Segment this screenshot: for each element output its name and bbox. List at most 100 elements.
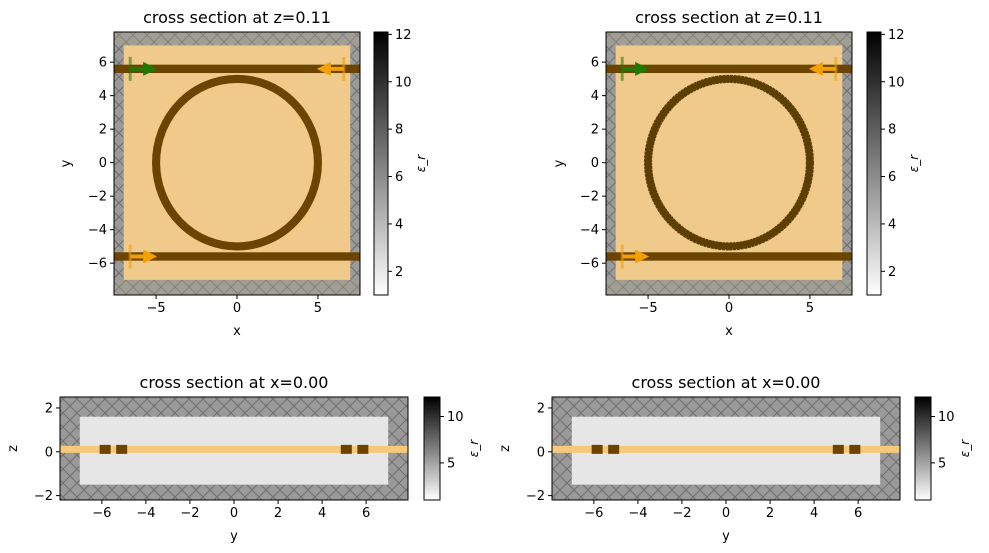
y-tick-label: 2 (45, 401, 53, 416)
colorbar-tick-label: 12 (888, 28, 905, 43)
monitor-arrow-2-head (635, 249, 650, 264)
colorbar-tick-label: 10 (447, 410, 464, 425)
source-arrow-1 (620, 56, 650, 81)
y-tick-label: −2 (526, 489, 545, 504)
monitor-arrow-2 (128, 244, 158, 269)
colorbar-label: ε_r (467, 439, 481, 457)
y-axis-label: z (498, 445, 513, 452)
slab-layer (60, 445, 408, 453)
colorbar-tick-label: 10 (395, 75, 412, 90)
x-tick-label: 6 (854, 506, 862, 521)
x-axis-label: x (725, 324, 733, 339)
y-tick-label: 4 (591, 89, 599, 104)
bus-waveguide-1 (114, 64, 360, 74)
colorbar-label: ε_r (907, 154, 921, 172)
colorbar-gradient-bar (423, 396, 441, 501)
x-tick-label: 0 (722, 506, 730, 521)
x-tick-label: 5 (314, 301, 322, 316)
x-tick-label: 2 (274, 506, 282, 521)
y-tick-label: −2 (88, 190, 107, 205)
pml-tint-top (114, 32, 360, 46)
waveguide-block-2 (116, 444, 128, 454)
colorbar-gradient-bar (866, 31, 882, 296)
monitor-arrow-1-head (316, 61, 331, 76)
monitor-arrow-1-head (808, 61, 823, 76)
colorbar-tick-label: 5 (447, 456, 455, 471)
colorbar-label: ε_r (958, 439, 972, 457)
chart-title: cross section at x=0.00 (140, 373, 329, 392)
x-tick-label: −4 (136, 506, 155, 521)
y-tick-label: −6 (88, 257, 107, 272)
x-tick-label: −2 (672, 506, 691, 521)
x-tick-label: 0 (230, 506, 238, 521)
monitor-arrow-1 (808, 56, 838, 81)
y-tick-label: 2 (537, 401, 545, 416)
x-tick-label: −2 (180, 506, 199, 521)
bus-waveguide-2 (114, 252, 360, 261)
colorbar-tick-label: 8 (888, 123, 896, 138)
pml-tint-top (606, 32, 852, 46)
ring-core (644, 75, 814, 250)
colorbar-tick-label: 2 (395, 265, 403, 280)
plot-area (606, 32, 852, 295)
subplot-3: −6 −4 −2 0 2 4 6 −2 0 2 cross section at x=0.00 y z 5… (6, 373, 481, 544)
colorbar-tick-label: 6 (395, 170, 403, 185)
y-tick-label: −6 (580, 257, 599, 272)
plot-area (60, 397, 408, 500)
y-tick-label: 0 (591, 156, 599, 171)
y-tick-label: 2 (99, 123, 107, 138)
colorbar-label: ε_r (414, 154, 428, 172)
y-tick-label: 0 (537, 445, 545, 460)
subplot-2: −5 0 5 −6 −4 −2 0 2 4 6 cross section at z=0.11 x y 2… (552, 8, 921, 339)
chart-title: cross section at x=0.00 (632, 373, 821, 392)
colorbar: 5 10ε_r (423, 396, 481, 501)
y-axis-label: y (552, 159, 567, 167)
x-tick-label: −6 (92, 506, 111, 521)
waveguide-block-1 (591, 444, 603, 454)
x-tick-label: 2 (766, 506, 774, 521)
bus-waveguide-1 (606, 64, 852, 74)
x-axis-label: y (230, 529, 238, 544)
x-tick-label: −5 (146, 301, 165, 316)
y-tick-label: 6 (591, 56, 599, 71)
y-tick-label: −4 (580, 223, 599, 238)
subplot-1: −5 0 5 −6 −4 −2 0 2 4 6 cross section at z=0.11 x y 2… (59, 8, 428, 339)
y-tick-label: 0 (99, 156, 107, 171)
colorbar-tick-label: 4 (395, 217, 403, 232)
waveguide-block-4 (849, 444, 861, 454)
plot-area (552, 397, 900, 500)
y-tick-label: 4 (99, 89, 107, 104)
source-arrow-1 (128, 56, 158, 81)
colorbar-tick-label: 12 (395, 28, 412, 43)
waveguide-block-4 (357, 444, 369, 454)
ring-resonator (644, 74, 814, 251)
subplot-4: −6 −4 −2 0 2 4 6 −2 0 2 cross section at x=0.00 y z 5… (498, 373, 972, 544)
colorbar-tick-label: 4 (888, 217, 896, 232)
x-tick-label: 4 (318, 506, 326, 521)
colorbar-tick-label: 6 (888, 170, 896, 185)
source-arrow-1-head (635, 61, 650, 76)
source-arrow-1-head (143, 61, 158, 76)
waveguide-block-2 (608, 444, 620, 454)
colorbar-tick-label: 8 (395, 123, 403, 138)
y-axis-label: z (6, 445, 21, 452)
x-tick-label: 0 (233, 301, 241, 316)
x-tick-label: −4 (628, 506, 647, 521)
colorbar-gradient-bar (373, 31, 389, 296)
colorbar-tick-label: 10 (888, 75, 905, 90)
x-tick-label: −5 (638, 301, 657, 316)
x-tick-label: 5 (806, 301, 814, 316)
plot-area (114, 32, 360, 295)
substrate (615, 45, 843, 280)
x-axis-label: y (722, 529, 730, 544)
x-tick-label: 4 (810, 506, 818, 521)
ring-resonator (152, 74, 322, 251)
colorbar: 2 4 6 8 10 12 ε_r (866, 28, 921, 296)
waveguide-block-1 (99, 444, 111, 454)
waveguide-block-3 (340, 444, 352, 454)
y-tick-label: −2 (34, 489, 53, 504)
colorbar: 2 4 6 8 10 12 ε_r (373, 28, 428, 296)
x-axis-label: x (233, 324, 241, 339)
colorbar-tick-label: 10 (938, 410, 955, 425)
